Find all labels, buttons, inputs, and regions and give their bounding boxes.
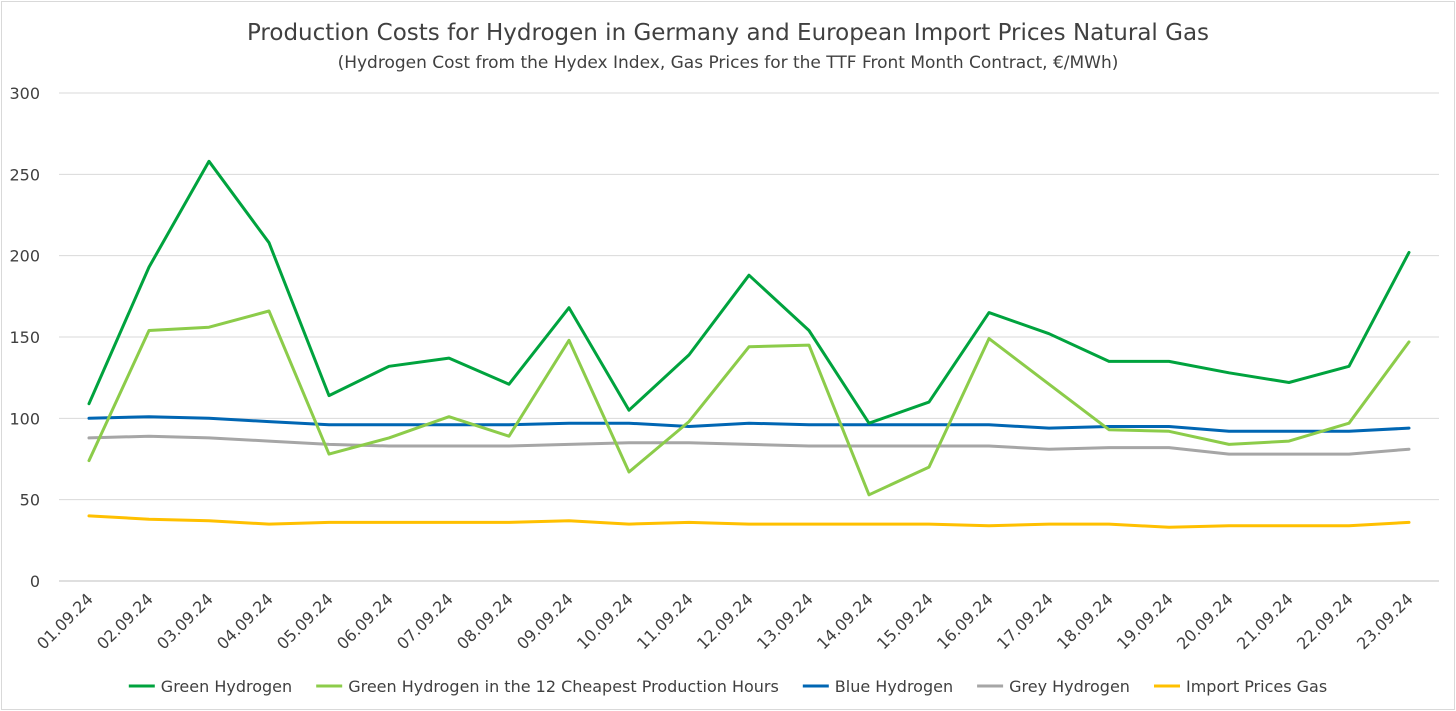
x-tick-label: 10.09.24 xyxy=(573,589,637,653)
x-tick-label: 20.09.24 xyxy=(1173,589,1237,653)
x-tick-label: 19.09.24 xyxy=(1113,589,1177,653)
legend-label: Green Hydrogen in the 12 Cheapest Produc… xyxy=(348,677,779,696)
y-tick-label: 300 xyxy=(9,84,40,103)
legend-item-1: Green Hydrogen in the 12 Cheapest Produc… xyxy=(316,677,779,696)
y-tick-label: 250 xyxy=(9,165,40,184)
y-tick-label: 100 xyxy=(9,409,40,428)
x-tick-label: 16.09.24 xyxy=(933,589,997,653)
legend-item-0: Green Hydrogen xyxy=(128,677,292,696)
y-tick-label: 0 xyxy=(30,572,40,591)
x-tick-label: 14.09.24 xyxy=(813,589,877,653)
legend-label: Green Hydrogen xyxy=(161,677,292,696)
legend: Green Hydrogen Green Hydrogen in the 12 C… xyxy=(128,677,1327,696)
series-line-1 xyxy=(87,309,1411,497)
x-tick-label: 15.09.24 xyxy=(873,589,937,653)
legend-label: Blue Hydrogen xyxy=(835,677,953,696)
x-tick-label: 12.09.24 xyxy=(693,589,757,653)
y-tick-label: 200 xyxy=(9,247,40,266)
x-tick-label: 06.09.24 xyxy=(333,589,397,653)
legend-item-2: Blue Hydrogen xyxy=(802,677,953,696)
legend-item-4: Import Prices Gas xyxy=(1154,677,1327,696)
series-line-2 xyxy=(87,415,1411,433)
x-tick-label: 23.09.24 xyxy=(1353,589,1417,653)
chart-title: Production Costs for Hydrogen in Germany… xyxy=(247,20,1209,46)
x-tick-label: 04.09.24 xyxy=(213,589,277,653)
x-tick-label: 21.09.24 xyxy=(1233,589,1297,653)
y-tick-label: 150 xyxy=(9,328,40,347)
x-tick-label: 11.09.24 xyxy=(633,589,697,653)
series-line-3 xyxy=(87,434,1411,456)
x-tick-label: 13.09.24 xyxy=(753,589,817,653)
x-tick-label: 02.09.24 xyxy=(93,589,157,653)
x-tick-label: 08.09.24 xyxy=(453,589,517,653)
x-tick-label: 22.09.24 xyxy=(1293,589,1357,653)
legend-item-3: Grey Hydrogen xyxy=(977,677,1130,696)
x-tick-label: 05.09.24 xyxy=(273,589,337,653)
series-line-4 xyxy=(87,514,1411,529)
x-tick-label: 03.09.24 xyxy=(153,589,217,653)
x-tick-label: 07.09.24 xyxy=(393,589,457,653)
x-tick-label: 17.09.24 xyxy=(993,589,1057,653)
x-axis: 01.09.2402.09.2403.09.2404.09.2405.09.24… xyxy=(33,589,1417,653)
series-lines xyxy=(87,159,1411,529)
y-tick-label: 50 xyxy=(20,491,40,510)
chart-subtitle: (Hydrogen Cost from the Hydex Index, Gas… xyxy=(338,53,1119,73)
x-tick-label: 18.09.24 xyxy=(1053,589,1117,653)
legend-label: Import Prices Gas xyxy=(1186,677,1327,696)
x-tick-label: 01.09.24 xyxy=(33,589,97,653)
gridlines xyxy=(59,92,1439,582)
x-tick-label: 09.09.24 xyxy=(513,589,577,653)
y-axis: 0 50 100 150 200 250 300 xyxy=(9,84,40,591)
series-line-0 xyxy=(87,159,1411,425)
legend-label: Grey Hydrogen xyxy=(1009,677,1130,696)
